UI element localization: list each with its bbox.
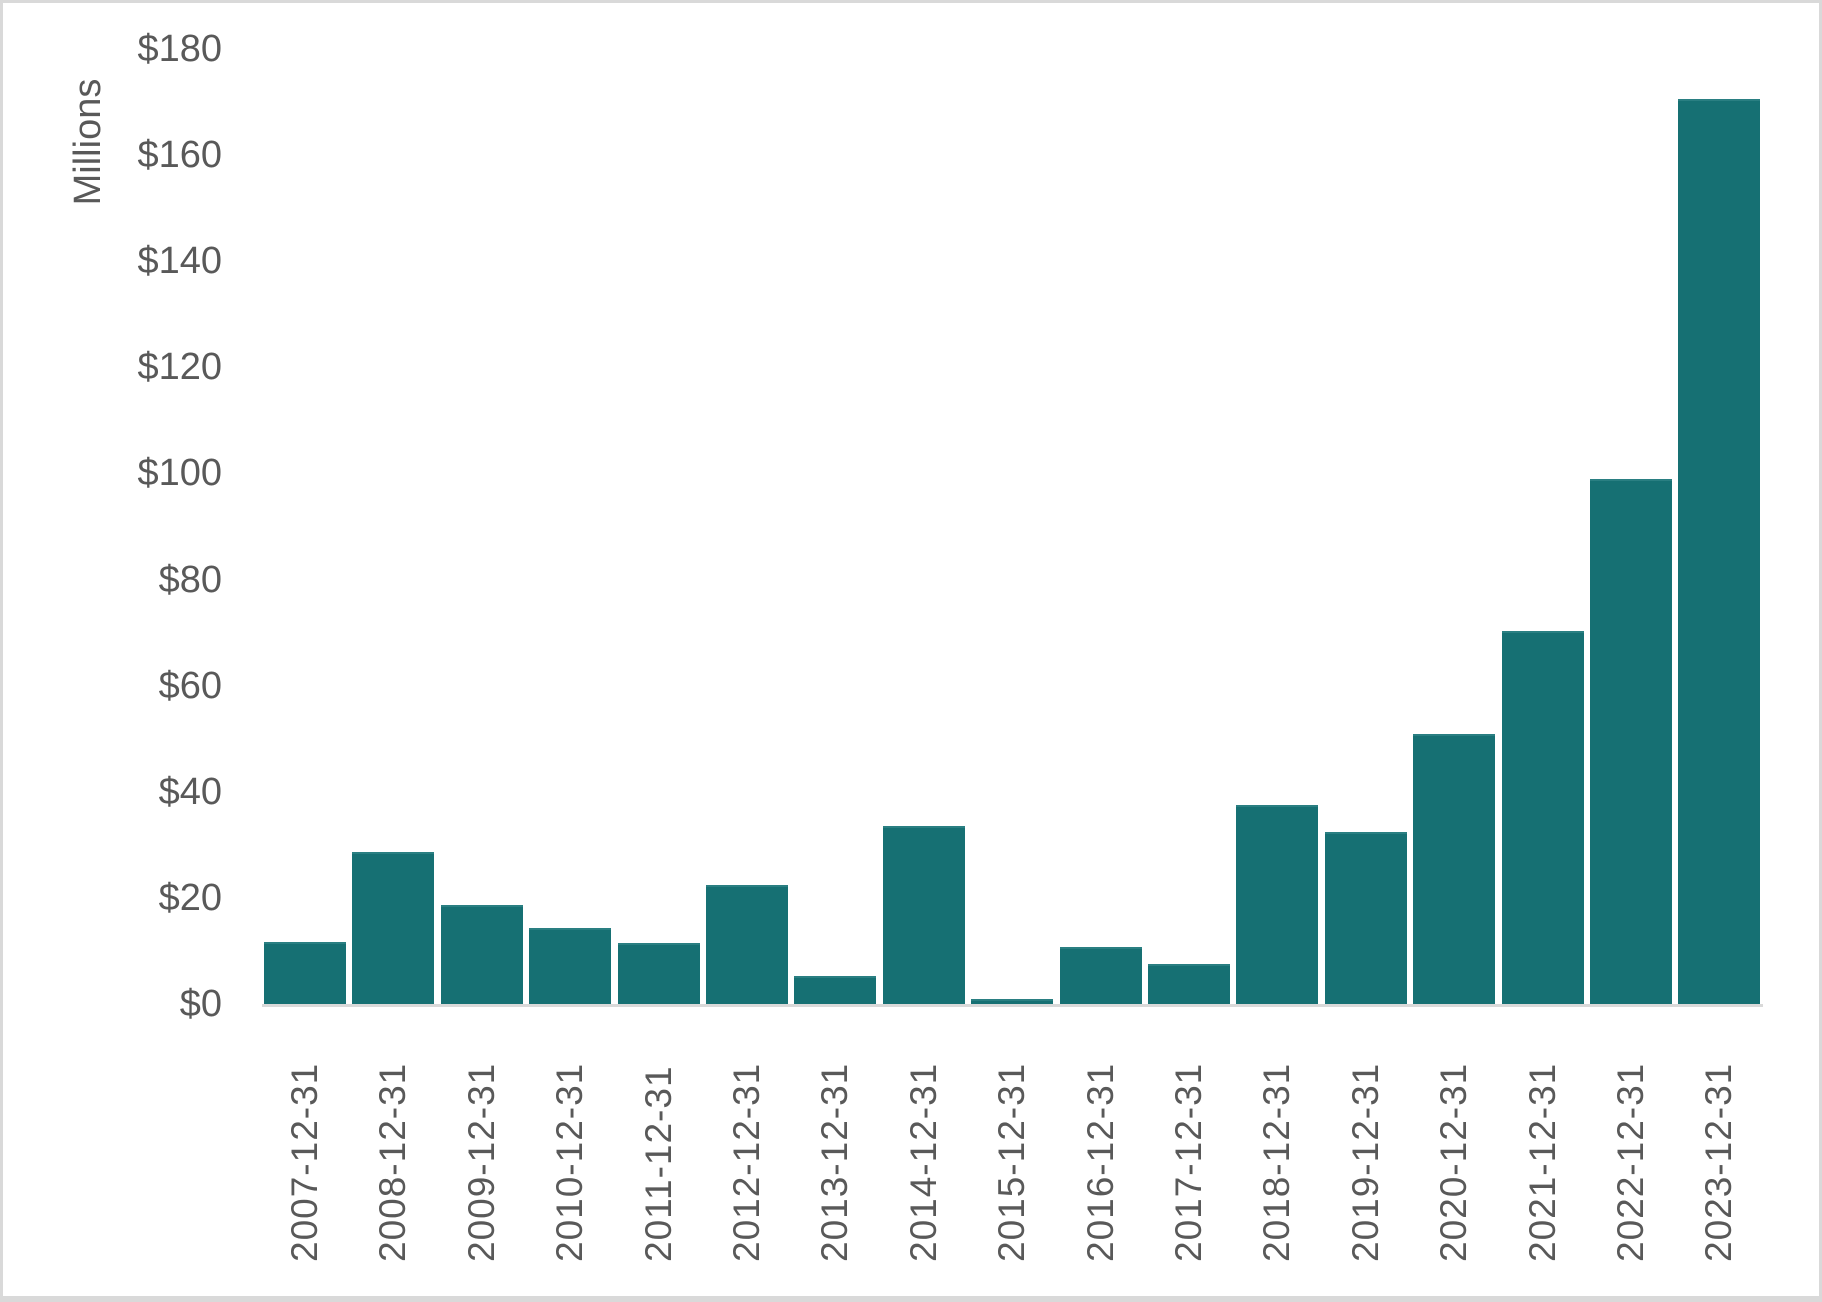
x-tick-label: 2019-12-31 [1344,1062,1386,1262]
x-axis-line [262,1004,1764,1007]
bar-2009-12-31[interactable] [440,904,523,1004]
bar-2018-12-31[interactable] [1236,804,1319,1004]
y-tick-label: $60 [158,664,222,707]
y-axis-title: Millions [67,78,109,206]
bar-2016-12-31[interactable] [1059,947,1142,1004]
bar-2007-12-31[interactable] [264,941,346,1004]
x-tick-label: 2017-12-31 [1168,1062,1209,1262]
bar-2015-12-31[interactable] [971,998,1054,1004]
y-tick-label: $120 [137,346,222,389]
bar-2011-12-31[interactable] [617,942,700,1004]
x-tick-label: 2007-12-31 [284,1062,325,1262]
y-tick-label: $100 [137,452,222,495]
y-tick-label: $180 [137,28,222,70]
x-tick-label: 2015-12-31 [991,1062,1033,1262]
y-tick-label: $40 [158,770,222,813]
x-tick-label: 2022-12-31 [1610,1062,1651,1262]
x-tick-label: 2018-12-31 [1256,1062,1298,1262]
bar-2023-12-31[interactable] [1678,99,1761,1004]
x-tick-label: 2023-12-31 [1698,1062,1740,1262]
y-tick-label: $0 [179,983,222,1025]
bar-2017-12-31[interactable] [1148,963,1230,1004]
x-tick-label: 2021-12-31 [1521,1062,1563,1262]
x-tick-label: 2010-12-31 [549,1062,591,1262]
bar-2019-12-31[interactable] [1324,831,1407,1004]
x-tick-label: 2012-12-31 [726,1062,767,1262]
y-tick-label: $20 [158,876,222,919]
bar-2008-12-31[interactable] [352,851,435,1004]
x-tick-label: 2009-12-31 [460,1062,502,1262]
x-tick-label: 2016-12-31 [1079,1062,1121,1262]
x-tick-label: 2014-12-31 [902,1062,944,1262]
x-tick-label: 2020-12-31 [1433,1062,1475,1262]
y-tick-label: $160 [137,134,222,177]
x-tick-label: 2013-12-31 [814,1062,856,1262]
bar-2021-12-31[interactable] [1501,631,1584,1004]
x-tick-label: 2008-12-31 [372,1062,414,1262]
bar-2014-12-31[interactable] [882,825,965,1004]
y-tick-label: $140 [137,240,222,283]
x-tick-label: 2011-12-31 [637,1065,679,1262]
y-tick-label: $80 [158,558,222,601]
bar-2020-12-31[interactable] [1413,734,1496,1004]
bar-2012-12-31[interactable] [706,884,788,1004]
bar-2013-12-31[interactable] [794,975,877,1004]
bar-2010-12-31[interactable] [529,927,612,1004]
bar-2022-12-31[interactable] [1590,478,1672,1004]
